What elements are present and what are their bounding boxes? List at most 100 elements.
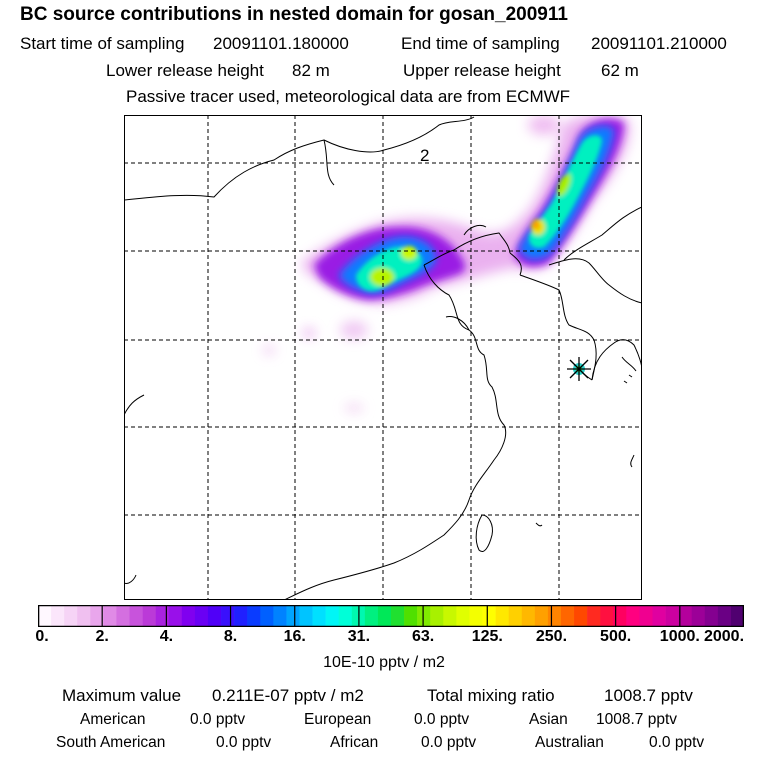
- colorbar-tick-label: 16.: [283, 628, 306, 645]
- region-value-australian: 0.0 pptv: [649, 734, 705, 751]
- colorbar-tick-label: 2000.: [703, 628, 745, 645]
- tracer-note: Passive tracer used, meteorological data…: [126, 87, 571, 106]
- region-value-european: 0.0 pptv: [414, 711, 470, 728]
- max-value-label: Maximum value: [62, 686, 182, 705]
- colorbar-cell: [325, 605, 339, 627]
- colorbar-cell: [587, 605, 601, 627]
- colorbar-tick-label: 125.: [471, 628, 503, 645]
- colorbar-cell: [90, 605, 104, 627]
- colorbar-tick-label: 63.: [411, 628, 435, 645]
- colorbar-cell: [704, 605, 719, 627]
- colorbar-cell: [652, 605, 666, 627]
- end-time-label: End time of sampling: [401, 34, 560, 53]
- colorbar-tick-label: 4.: [159, 628, 174, 645]
- colorbar-cell: [626, 605, 640, 627]
- colorbar-cell: [247, 605, 261, 627]
- colorbar-cell: [404, 605, 418, 627]
- colorbar: [38, 605, 744, 627]
- colorbar-cell: [142, 605, 156, 627]
- colorbar-cell: [639, 605, 653, 627]
- colorbar-cell: [51, 605, 65, 627]
- colorbar-border: [38, 605, 744, 627]
- colorbar-cell: [286, 605, 300, 627]
- region-name-american: American: [80, 711, 146, 728]
- region-name-australian: Australian: [535, 734, 604, 751]
- colorbar-cell: [364, 605, 379, 627]
- region-value-african: 0.0 pptv: [421, 734, 477, 751]
- colorbar-cell: [155, 605, 170, 627]
- colorbar-cell: [260, 605, 274, 627]
- colorbar-tick-label: 2.: [95, 628, 109, 645]
- colorbar-cell: [678, 605, 692, 627]
- region-name-south-american: South American: [56, 734, 166, 751]
- colorbar-cell: [77, 605, 91, 627]
- upper-height-value: 62 m: [601, 61, 639, 80]
- colorbar-cell: [38, 605, 52, 627]
- colorbar-cell: [547, 605, 562, 627]
- colorbar-cell: [534, 605, 549, 627]
- colorbar-cell: [103, 605, 117, 627]
- colorbar-cell: [129, 605, 143, 627]
- region-name-european: European: [304, 711, 372, 728]
- total-mixing-label: Total mixing ratio: [427, 686, 555, 705]
- colorbar-cell: [691, 605, 706, 627]
- colorbar-cell: [391, 605, 405, 627]
- colorbar-cell: [469, 605, 483, 627]
- upper-height-label: Upper release height: [403, 61, 561, 80]
- colorbar-tick-label: 31.: [347, 628, 371, 645]
- coastlines: [124, 116, 642, 600]
- colorbar-cell: [207, 605, 222, 627]
- region-name-asian: Asian: [529, 711, 568, 728]
- colorbar-cell: [273, 605, 287, 627]
- colorbar-cell: [168, 605, 183, 627]
- colorbar-cell: [417, 605, 431, 627]
- colorbar-cell: [717, 605, 732, 627]
- colorbar-cell: [730, 605, 744, 627]
- colorbar-cell: [338, 605, 353, 627]
- source-contribution-map: 2: [124, 115, 642, 600]
- end-time-value: 20091101.210000: [591, 34, 727, 53]
- colorbar-cell: [299, 605, 313, 627]
- start-time-label: Start time of sampling: [20, 34, 185, 53]
- plume-peak: [356, 135, 602, 292]
- start-time-value: 20091101.180000: [213, 34, 349, 53]
- colorbar-tick-label: 1000.: [659, 628, 700, 645]
- colorbar-cell: [194, 605, 209, 627]
- colorbar-cell: [116, 605, 130, 627]
- colorbar-cell: [430, 605, 444, 627]
- colorbar-units: 10E-10 pptv / m2: [323, 654, 445, 671]
- colorbar-cell: [600, 605, 614, 627]
- grid-lines: [124, 115, 642, 600]
- colorbar-cell: [508, 605, 523, 627]
- region-value-south-american: 0.0 pptv: [216, 734, 272, 751]
- colorbar-cell: [613, 605, 627, 627]
- colorbar-cell: [312, 605, 326, 627]
- colorbar-cell: [64, 605, 78, 627]
- colorbar-cell: [234, 605, 248, 627]
- colorbar-cell: [377, 605, 392, 627]
- region-value-asian: 1008.7 pptv: [596, 711, 678, 728]
- colorbar-tick-label: 0.: [35, 628, 49, 645]
- colorbar-cell: [221, 605, 235, 627]
- colorbar-cell: [495, 605, 509, 627]
- colorbar-tick-label: 250.: [535, 628, 568, 645]
- region-value-american: 0.0 pptv: [190, 711, 246, 728]
- colorbar-cell: [574, 605, 588, 627]
- colorbar-tick-label: 500.: [600, 628, 632, 645]
- colorbar-cell: [456, 605, 470, 627]
- lower-height-label: Lower release height: [106, 61, 264, 80]
- total-mixing-value: 1008.7 pptv: [604, 686, 693, 705]
- map-annotation: 2: [420, 146, 429, 165]
- lower-height-value: 82 m: [292, 61, 330, 80]
- colorbar-cell: [521, 605, 536, 627]
- region-name-african: African: [330, 734, 379, 751]
- colorbar-cell: [181, 605, 196, 627]
- max-value: 0.211E-07 pptv / m2: [212, 686, 364, 705]
- colorbar-cell: [665, 605, 679, 627]
- receptor-star-icon: [567, 357, 591, 381]
- colorbar-cell: [482, 605, 496, 627]
- colorbar-tick-label: 8.: [223, 628, 238, 645]
- plot-title: BC source contributions in nested domain…: [20, 4, 568, 25]
- colorbar-cell: [560, 605, 575, 627]
- colorbar-cell: [443, 605, 457, 627]
